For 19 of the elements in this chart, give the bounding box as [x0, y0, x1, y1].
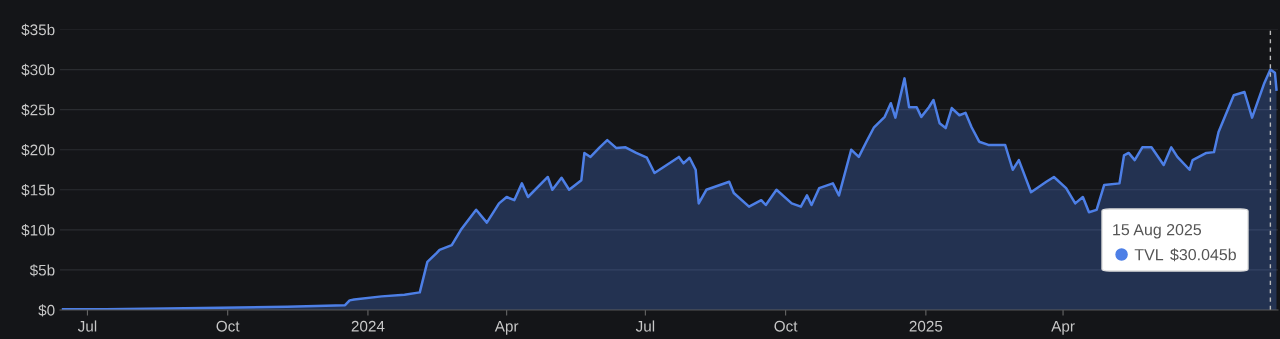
x-tick-label: Oct [774, 320, 798, 332]
x-tick-label: 2024 [351, 320, 385, 332]
y-tick-label: $0 [38, 304, 55, 317]
y-tick-label: $5b [29, 264, 55, 277]
x-tick-label: Oct [216, 320, 240, 332]
y-tick-label: $10b [21, 224, 55, 237]
y-tick-label: $35b [21, 23, 55, 37]
y-tick-label: $15b [21, 184, 55, 197]
annotation: 15 Aug 2025 [1113, 223, 1202, 239]
series-label: TVL [1134, 249, 1164, 261]
y-tick-label: $25b [21, 103, 55, 117]
x-tick-label: Apr [494, 320, 519, 335]
x-tick-label: Jul [77, 320, 97, 332]
y-tick-label: $20b [21, 143, 55, 157]
x-tick-label: 2025 [909, 320, 943, 332]
x-tick-label: Apr [1051, 320, 1075, 335]
annotation: $30.045b [1170, 248, 1236, 262]
x-tick-label: Jul [635, 320, 655, 332]
y-tick-label: $30b [21, 63, 55, 77]
